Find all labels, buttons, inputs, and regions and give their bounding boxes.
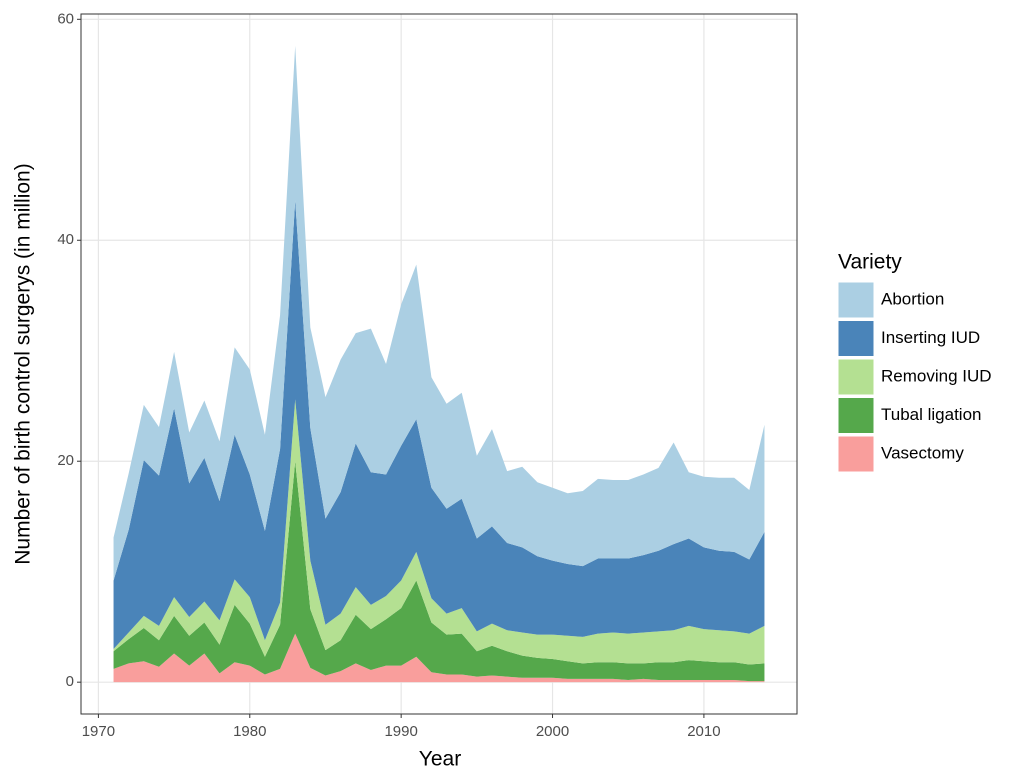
x-tick-label: 1990 bbox=[384, 723, 417, 740]
area bbox=[113, 399, 765, 665]
x-tick-label: 2000 bbox=[536, 723, 569, 740]
legend-key bbox=[837, 281, 875, 319]
legend-key bbox=[837, 435, 875, 473]
x-tick-label: 1980 bbox=[233, 723, 266, 740]
area bbox=[113, 633, 765, 683]
legend-key bbox=[837, 397, 875, 434]
area bbox=[113, 45, 765, 581]
x-tick-label: 1970 bbox=[82, 723, 115, 740]
area bbox=[113, 461, 765, 682]
x-tick-label: 2010 bbox=[687, 723, 720, 740]
legend-label: Vasectomy bbox=[881, 443, 964, 462]
y-tick-label: 20 bbox=[57, 452, 74, 469]
x-axis-title: Year bbox=[419, 748, 461, 771]
plot-border bbox=[80, 13, 798, 715]
legend-key bbox=[837, 320, 875, 357]
legend-title: Variety bbox=[838, 251, 902, 274]
legend-label: Abortion bbox=[881, 289, 944, 308]
legend-label: Tubal ligation bbox=[881, 405, 982, 424]
y-tick-label: 60 bbox=[57, 10, 74, 27]
legend-label: Removing IUD bbox=[881, 366, 992, 385]
area bbox=[113, 200, 765, 650]
legend-key bbox=[837, 358, 875, 396]
y-tick-label: 0 bbox=[66, 673, 74, 690]
legend-label: Inserting IUD bbox=[881, 328, 980, 347]
y-tick-label: 40 bbox=[57, 231, 74, 248]
y-axis-title: Number of birth control surgerys (in mil… bbox=[12, 163, 35, 564]
